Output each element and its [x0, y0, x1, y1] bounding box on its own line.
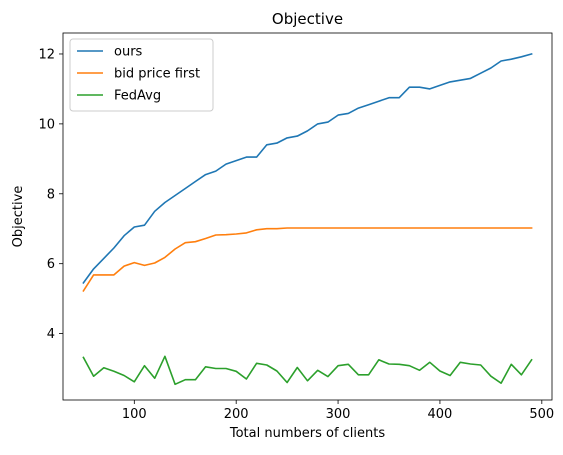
legend-label: bid price first — [114, 67, 200, 82]
x-tick-label: 200 — [224, 407, 249, 422]
chart-title: Objective — [272, 10, 343, 28]
legend-label: FedAvg — [114, 89, 161, 104]
y-tick-label: 4 — [47, 327, 55, 342]
series-line-ours — [82, 53, 533, 285]
y-tick-label: 8 — [47, 187, 55, 202]
y-tick-label: 10 — [38, 117, 55, 132]
plot-frame — [62, 32, 553, 401]
y-axis-title: Objective — [11, 186, 26, 248]
legend-box — [69, 38, 214, 112]
y-axis: 4 6 8 10 12 — [38, 47, 63, 342]
series-line-fedavg — [82, 355, 533, 386]
y-tick-label: 6 — [47, 257, 55, 272]
x-tick-label: 500 — [529, 407, 554, 422]
legend-label: ours — [114, 45, 143, 60]
x-axis: 100 200 300 400 500 — [122, 400, 554, 422]
x-tick-label: 300 — [326, 407, 351, 422]
legend: ours bid price first FedAvg — [69, 38, 214, 112]
x-tick-label: 100 — [122, 407, 147, 422]
x-axis-title: Total numbers of clients — [229, 426, 386, 441]
y-tick-label: 12 — [38, 47, 55, 62]
x-tick-label: 400 — [428, 407, 453, 422]
series-line-bid-price-first — [82, 227, 533, 293]
series-layer — [82, 53, 533, 386]
